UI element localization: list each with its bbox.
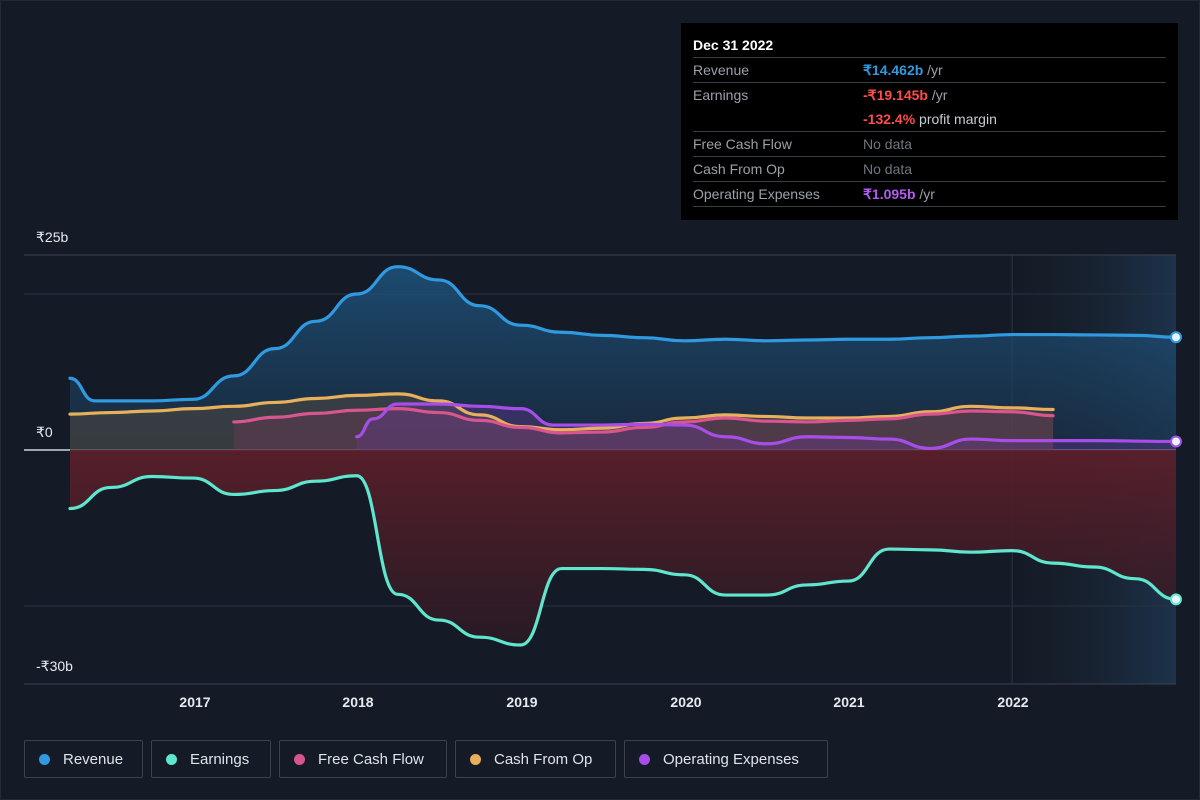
tooltip-earnings-unit: /yr (927, 87, 948, 103)
legend-opex-label: Operating Expenses (663, 750, 799, 768)
opex-area (356, 403, 1177, 450)
opex-line (355, 402, 1178, 451)
fcf-dot-icon (294, 753, 305, 765)
earnings-endpoint (1170, 593, 1182, 606)
earnings-line (68, 474, 1178, 647)
tooltip-fcf-label: Free Cash Flow (693, 136, 792, 152)
earnings-dot-icon (166, 753, 177, 765)
cfo-line (68, 392, 1055, 432)
tooltip-margin-value: -132.4% (863, 111, 916, 127)
fcf-line (232, 407, 1055, 435)
tooltip-cfo-label: Cash From Op (693, 161, 785, 177)
tooltip-revenue-value: ₹14.462b (863, 62, 924, 78)
chart-legend: Revenue Earnings Free Cash Flow Cash Fro… (24, 740, 828, 778)
x-tick-2018: 2018 (342, 694, 374, 710)
y-label-zero: ₹0 (36, 424, 53, 440)
tooltip-fcf-value: No data (863, 136, 913, 152)
x-tick-2019: 2019 (506, 694, 538, 710)
fcf-area (233, 408, 1054, 450)
tooltip-opex-unit: /yr (915, 186, 935, 202)
x-tick-2021: 2021 (833, 694, 865, 710)
tooltip-margin-text: profit margin (915, 111, 997, 127)
legend-revenue-label: Revenue (63, 750, 124, 768)
opex-dot-icon (639, 753, 650, 765)
revenue-dot-icon (39, 753, 50, 765)
y-label-top: ₹25b (36, 229, 69, 245)
revenue-endpoint (1170, 331, 1182, 344)
tooltip-revenue-label: Revenue (693, 62, 750, 78)
legend-earnings-label: Earnings (190, 750, 250, 768)
x-tick-2022: 2022 (997, 694, 1029, 710)
data-tooltip: Dec 31 2022 Revenue ₹14.462b /yr Earning… (681, 23, 1178, 220)
revenue-area (70, 266, 1176, 450)
tooltip-row-fcf: Free Cash Flow No data (693, 131, 1166, 156)
tooltip-cfo-value: No data (863, 161, 913, 177)
cfo-dot-icon (470, 753, 481, 765)
revenue-line (68, 265, 1178, 403)
x-tick-2017: 2017 (179, 694, 211, 710)
opex-endpoint (1170, 435, 1182, 448)
legend-free-cash-flow[interactable]: Free Cash Flow (279, 740, 447, 778)
tooltip-date: Dec 31 2022 (693, 37, 774, 53)
x-tick-2020: 2020 (670, 694, 702, 710)
legend-fcf-label: Free Cash Flow (318, 750, 424, 768)
tooltip-earnings-label: Earnings (693, 87, 749, 103)
tooltip-row-cfo: Cash From Op No data (693, 156, 1166, 181)
tooltip-opex-label: Operating Expenses (693, 186, 820, 202)
legend-cfo-label: Cash From Op (494, 750, 593, 768)
y-label-bottom: -₹30b (36, 658, 73, 674)
tooltip-row-earnings: Earnings -₹19.145b /yr (693, 82, 1166, 107)
tooltip-row-margin: -132.4% profit margin (693, 107, 1166, 131)
earnings-area (70, 450, 1176, 645)
legend-cash-from-op[interactable]: Cash From Op (455, 740, 616, 778)
tooltip-earnings-value: -₹19.145b (863, 87, 928, 103)
tooltip-revenue-unit: /yr (923, 62, 943, 78)
tooltip-row-opex: Operating Expenses ₹1.095b /yr (693, 181, 1166, 206)
legend-revenue[interactable]: Revenue (24, 740, 143, 778)
tooltip-row-revenue: Revenue ₹14.462b /yr (693, 57, 1166, 82)
legend-earnings[interactable]: Earnings (151, 740, 271, 778)
tooltip-opex-value: ₹1.095b (863, 186, 916, 202)
legend-operating-expenses[interactable]: Operating Expenses (624, 740, 828, 778)
